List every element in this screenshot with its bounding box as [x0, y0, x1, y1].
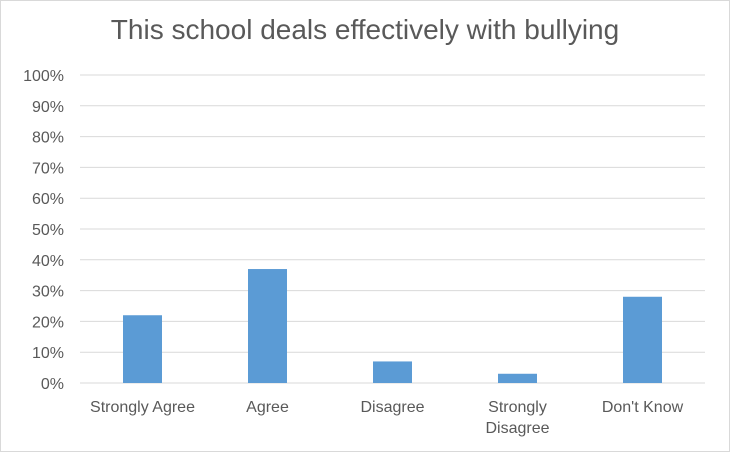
bar: [248, 269, 287, 383]
y-tick-label: 0%: [41, 376, 64, 393]
y-tick-label: 20%: [32, 314, 64, 331]
bar: [623, 296, 662, 383]
y-tick-label: 40%: [32, 253, 64, 270]
x-category-label: Strongly Agree: [90, 399, 195, 416]
y-tick-label: 60%: [32, 191, 64, 208]
bars: [123, 269, 662, 383]
y-axis-ticks: 0% 10% 20% 30% 40% 50% 60% 70% 80% 90% 100%: [23, 68, 64, 393]
x-category-label: Agree: [246, 399, 289, 416]
y-tick-label: 10%: [32, 345, 64, 362]
y-tick-label: 30%: [32, 284, 64, 301]
y-tick-label: 70%: [32, 160, 64, 177]
x-axis-labels: Strongly Agree Agree Disagree Strongly Disag…: [90, 399, 684, 437]
x-category-label: Disagree: [360, 399, 424, 416]
bar: [373, 361, 412, 383]
y-tick-label: 50%: [32, 222, 64, 239]
y-tick-label: 90%: [32, 99, 64, 116]
x-category-label: Don't Know: [602, 399, 684, 416]
chart-title: This school deals effectively with bully…: [110, 14, 620, 45]
y-tick-label: 100%: [23, 68, 64, 85]
gridlines: [80, 74, 705, 384]
bar: [498, 373, 537, 383]
bar: [123, 315, 162, 383]
x-category-label: Strongly Disagree: [485, 399, 549, 437]
y-tick-label: 80%: [32, 130, 64, 147]
